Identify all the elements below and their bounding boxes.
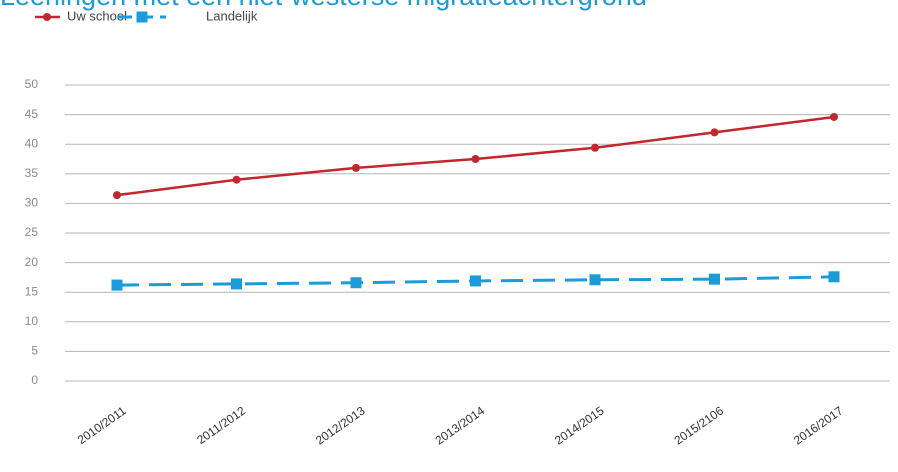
point [710, 128, 719, 137]
x-tick-label: 2015/2106 [672, 403, 727, 447]
point [113, 191, 121, 200]
point [828, 271, 840, 283]
point [231, 278, 242, 290]
y-tick-label: 5 [31, 344, 38, 358]
point [350, 277, 362, 289]
legend-label: Landelijk [206, 8, 258, 23]
x-tick-label: 2013/2014 [433, 403, 488, 447]
legend-marker [43, 13, 51, 21]
y-tick-label: 10 [25, 314, 39, 328]
point [471, 155, 480, 163]
point [589, 274, 601, 286]
y-tick-label: 30 [25, 196, 39, 210]
point [709, 273, 720, 285]
x-tick-label: 2011/2012 [194, 403, 248, 447]
legend-label: Uw school [67, 8, 127, 23]
point [352, 163, 360, 172]
legend-marker [136, 11, 148, 23]
y-tick-label: 15 [25, 284, 39, 298]
x-tick-label: 2014/2015 [552, 403, 607, 447]
x-tick-label: 2010/2011 [75, 403, 129, 447]
y-tick-label: 20 [25, 255, 39, 269]
y-tick-label: 40 [25, 136, 39, 150]
x-tick-label: 2012/2013 [313, 403, 368, 447]
point [591, 143, 599, 152]
point [470, 275, 481, 287]
y-tick-label: 45 [25, 107, 39, 121]
y-tick-label: 0 [31, 373, 38, 387]
y-tick-label: 50 [25, 77, 39, 91]
x-tick-label: 2016/2017 [791, 403, 846, 447]
point [111, 279, 123, 291]
y-tick-label: 35 [25, 166, 39, 180]
point [232, 175, 241, 184]
point [830, 112, 838, 121]
y-tick-label: 25 [25, 225, 39, 239]
chart-title: Leerlingen met een niet-westerse migrati… [0, 0, 647, 11]
